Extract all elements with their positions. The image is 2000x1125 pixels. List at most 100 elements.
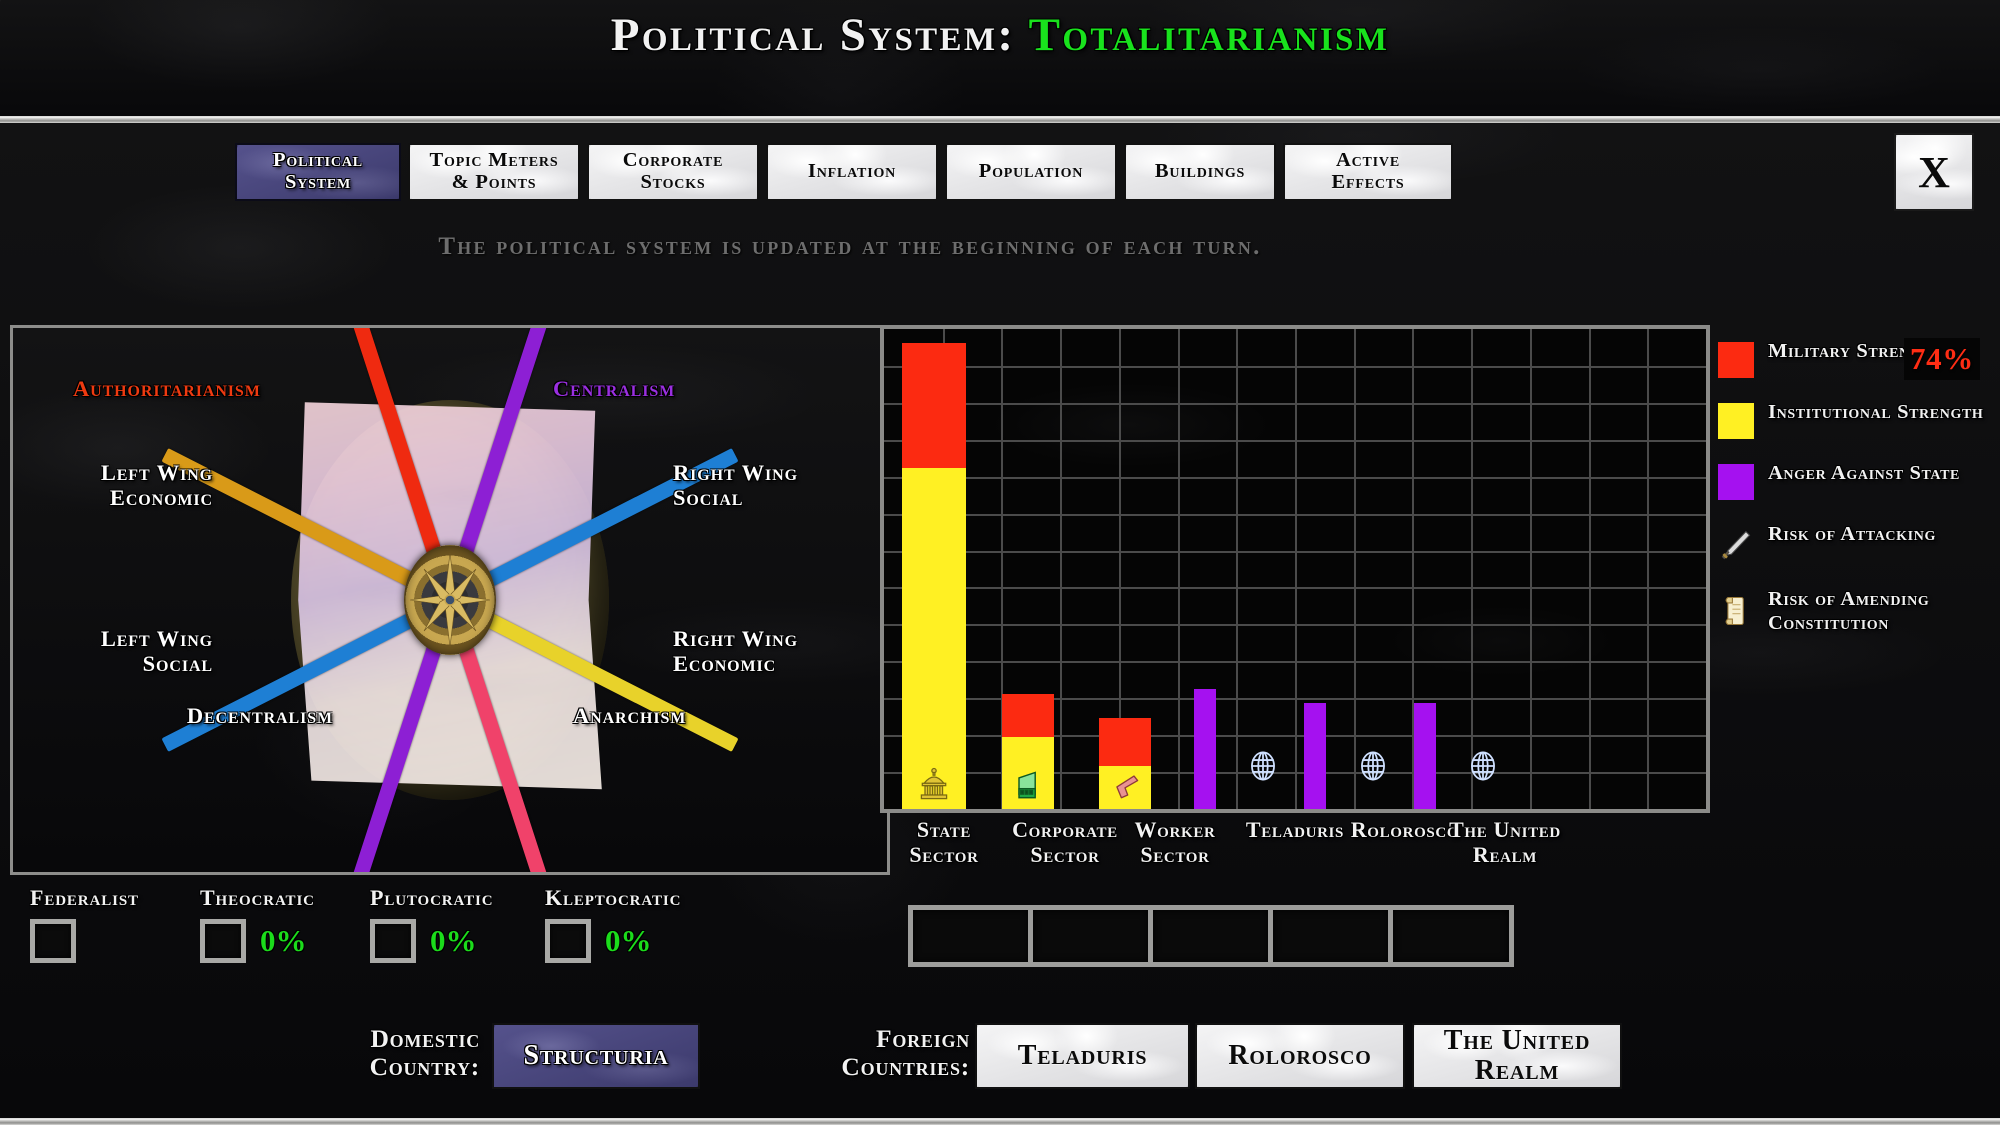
gridline-h (884, 772, 1706, 775)
chart-legend: Military Strength Institutional Strength A… (1718, 340, 1993, 659)
compass-rose-icon (404, 545, 496, 655)
legend-item-military-strength: Military Strength (1718, 340, 1993, 378)
legend-swatch (1718, 342, 1754, 378)
footer-bar: Domestic Country: Structuria Foreign Cou… (0, 1005, 2000, 1125)
gridline-h (884, 365, 1706, 368)
gridline-h (884, 402, 1706, 405)
modifier-checkbox-kleptocratic[interactable] (545, 919, 591, 963)
tab-topic-meters-points[interactable]: Topic Meters & Points (408, 143, 580, 201)
modifier-checkbox-plutocratic[interactable] (370, 919, 416, 963)
gridline-h (884, 735, 1706, 738)
legend-item-risk-of-amending-constitution: Risk of Amending Constitution (1718, 588, 1993, 636)
tab-corporate-stocks[interactable]: Corporate Stocks (587, 143, 759, 201)
gridline-v (1412, 329, 1415, 809)
footer-divider (0, 1118, 2000, 1125)
compass-label-centralism: Centralism (553, 376, 676, 401)
compass-label-left-wing-economic: Left Wing Economic (100, 460, 213, 511)
gridline-v (1118, 329, 1121, 809)
gridline-v (1647, 329, 1650, 809)
bar-anger-rolorosco (1304, 703, 1326, 809)
legend-label: Military Strength (1768, 340, 1943, 362)
tab-label: Inflation (807, 160, 897, 183)
modifier-label: Federalist (30, 885, 139, 910)
segment-institutional-strength (902, 468, 966, 809)
page-title: Political System: Totalitarianism (0, 8, 2000, 62)
legend-item-anger-against-state: Anger Against State (1718, 462, 1993, 500)
legend-item-institutional-strength: Institutional Strength (1718, 401, 1993, 439)
title-bar: Political System: Totalitarianism (0, 0, 2000, 120)
sector-slot-5[interactable] (1388, 905, 1514, 967)
gridline-v (1588, 329, 1591, 809)
foreign-country-name: Rolorosco (1228, 1040, 1372, 1072)
scroll-icon (1718, 592, 1754, 630)
domestic-country-name: Structuria (523, 1040, 669, 1072)
legend-label: Institutional Strength (1768, 401, 1984, 423)
tab-population[interactable]: Population (945, 143, 1117, 201)
tab-active-effects[interactable]: Active Effects (1283, 143, 1453, 201)
sector-slot-3[interactable] (1148, 905, 1274, 967)
foreign-country-name: The United Realm (1443, 1025, 1591, 1086)
compass-label-authoritarianism: Authoritarianism (73, 376, 261, 401)
tab-inflation[interactable]: Inflation (766, 143, 938, 201)
modifier-checkbox-federalist[interactable] (30, 919, 76, 963)
sector-power-chart (880, 325, 1710, 813)
gridline-v (1236, 329, 1239, 809)
bar-anger-the-united-realm (1414, 703, 1436, 809)
header-divider (0, 116, 2000, 123)
tab-label: Corporate Stocks (622, 149, 724, 193)
gridline-h (884, 624, 1706, 627)
gridline-v (1001, 329, 1004, 809)
domestic-country-button[interactable]: Structuria (492, 1023, 700, 1089)
government-modifier-row: Federalist Theocratic 0% Plutocratic 0% Klept… (10, 885, 890, 1005)
compass-label-left-wing-social: Left Wing Social (100, 626, 213, 677)
bar-anger-teladuris (1194, 689, 1216, 809)
tab-bar: Political System Topic Meters & Points Cor… (235, 143, 1453, 201)
foreign-country-name: Teladuris (1017, 1040, 1148, 1072)
tab-label: Topic Meters & Points (429, 149, 559, 193)
modifier-group-kleptocratic: Kleptocratic 0% (545, 885, 681, 963)
gridline-h (884, 587, 1706, 590)
bar-worker-sector (1099, 717, 1151, 809)
globe-icon (1246, 747, 1280, 785)
gridline-h (884, 513, 1706, 516)
bar-state-sector (902, 343, 966, 809)
modifier-checkbox-theocratic[interactable] (200, 919, 246, 963)
segment-military-strength (902, 343, 966, 469)
gridline-v (1295, 329, 1297, 809)
gridline-v (1060, 329, 1063, 809)
globe-icon (1356, 747, 1390, 785)
modifier-group-plutocratic: Plutocratic 0% (370, 885, 493, 963)
foreign-country-button-teladuris[interactable]: Teladuris (975, 1023, 1190, 1089)
sword-icon (1718, 527, 1754, 565)
foreign-country-button-the-united-realm[interactable]: The United Realm (1412, 1023, 1622, 1089)
compass-label-decentralism: Decentralism (186, 703, 333, 728)
modifier-percent: 0% (260, 923, 307, 958)
gridline-v (1353, 329, 1356, 809)
x-label-rolorosco: Rolorosco (1350, 817, 1460, 842)
segment-military-strength (1002, 693, 1054, 737)
legend-swatch (1718, 464, 1754, 500)
x-label-worker-sector: Worker Sector (1134, 817, 1216, 867)
sector-slot-1[interactable] (908, 905, 1034, 967)
tab-political-system[interactable]: Political System (235, 143, 401, 201)
sector-slot-4[interactable] (1268, 905, 1394, 967)
sector-slot-row (880, 905, 1710, 971)
legend-swatch (1718, 403, 1754, 439)
modifier-percent: 0% (430, 923, 477, 958)
chart-gridlines (884, 329, 1706, 809)
modifier-label: Theocratic (200, 885, 315, 910)
modifier-percent: 0% (605, 923, 652, 958)
foreign-countries-label: Foreign Countries: (841, 1024, 970, 1082)
tab-label: Population (978, 160, 1084, 183)
foreign-country-button-rolorosco[interactable]: Rolorosco (1195, 1023, 1405, 1089)
compass-label-right-wing-social: Right Wing Social (673, 460, 798, 511)
compass-label-anarchism: Anarchism (573, 703, 687, 728)
legend-label: Anger Against State (1768, 462, 1960, 484)
gridline-v (1177, 329, 1180, 809)
modifier-label: Plutocratic (370, 885, 494, 910)
tab-buildings[interactable]: Buildings (1124, 143, 1276, 201)
chart-bars (884, 329, 1706, 809)
domestic-country-label: Domestic Country: (369, 1024, 480, 1082)
close-button[interactable]: X (1894, 133, 1974, 211)
sector-slot-2[interactable] (1028, 905, 1154, 967)
